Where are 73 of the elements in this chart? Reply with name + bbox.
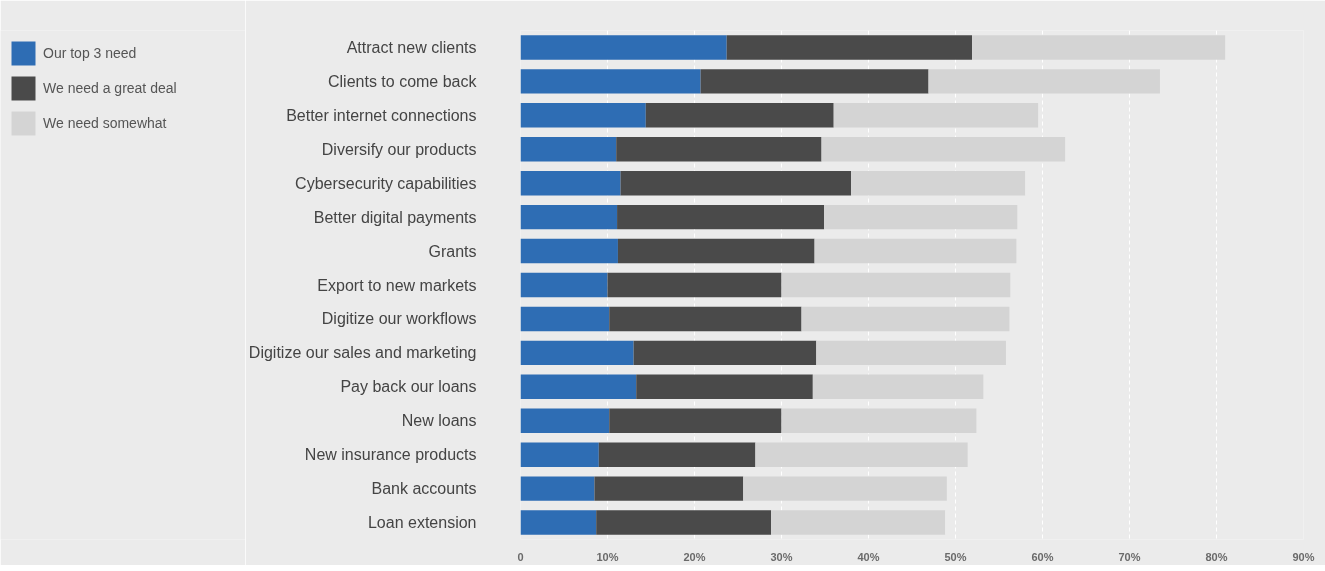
bar [520,306,610,332]
y-tick-label: Attract new clients [346,38,477,56]
bar [594,476,744,501]
bar [824,204,1018,230]
x-tick-label: 40% [857,550,880,563]
y-tick-label: Grants [428,242,477,260]
x-tick-label: 30% [770,550,793,563]
bar [520,510,597,535]
bar [636,374,813,400]
y-tick-label: New insurance products [304,446,477,464]
bar [821,137,1066,162]
bar [700,69,929,94]
bar [520,374,637,400]
bar [520,69,701,94]
legend-label: We need a great deal [43,80,177,96]
bar [726,35,973,60]
legend-label: Our top 3 need [43,45,137,61]
x-tick-label: 80% [1205,550,1228,563]
y-tick-label: New loans [401,412,477,430]
bar [617,204,825,230]
bar [814,238,1017,264]
x-tick-label: 70% [1118,550,1141,563]
x-tick-label: 20% [683,550,706,563]
bar [833,103,1039,128]
y-tick-label: Loan extension [367,514,477,532]
bar [801,306,1010,332]
bar [633,340,817,366]
y-tick-label: Diversify our products [321,140,477,158]
bar [607,272,782,298]
y-tick-label: Better internet connections [286,106,477,124]
y-tick-label: Digitize our sales and marketing [248,344,477,362]
bar [743,476,947,501]
bar [928,69,1160,94]
bar [520,103,646,128]
y-tick-label: Digitize our workflows [321,310,477,328]
bar [781,272,1011,298]
bar [520,408,610,433]
bar [520,238,618,264]
y-tick-label: Export to new markets [317,276,477,294]
y-tick-label: Bank accounts [371,480,477,498]
bar [645,103,834,128]
bar [520,204,618,230]
bar [520,476,595,501]
x-tick-label: 90% [1292,550,1315,563]
bar [520,137,617,162]
bar [520,442,599,467]
bar [596,510,772,535]
bar [771,510,946,535]
bar [781,408,977,433]
bar [520,272,608,298]
bar [609,306,802,332]
x-tick-label: 10% [596,550,619,563]
x-tick-label: 60% [1031,550,1054,563]
bar [620,170,852,196]
bar [755,442,968,467]
bar [617,238,815,264]
bar [520,340,634,366]
y-tick-label: Cybersecurity capabilities [295,174,477,192]
x-tick-label: 50% [944,550,967,563]
y-tick-label: Clients to come back [327,72,478,90]
bar [616,137,822,162]
y-tick-label: Pay back our loans [340,378,477,396]
bar [812,374,984,400]
legend-label: We need somewhat [43,115,167,131]
x-tick-label: 0 [517,550,524,563]
bar [520,35,727,60]
bar [972,35,1226,60]
y-tick-label: Better digital payments [313,208,477,226]
bar [816,340,1006,366]
bar [520,170,621,196]
bar [598,442,756,467]
bar [609,408,782,433]
bar [851,170,1026,196]
